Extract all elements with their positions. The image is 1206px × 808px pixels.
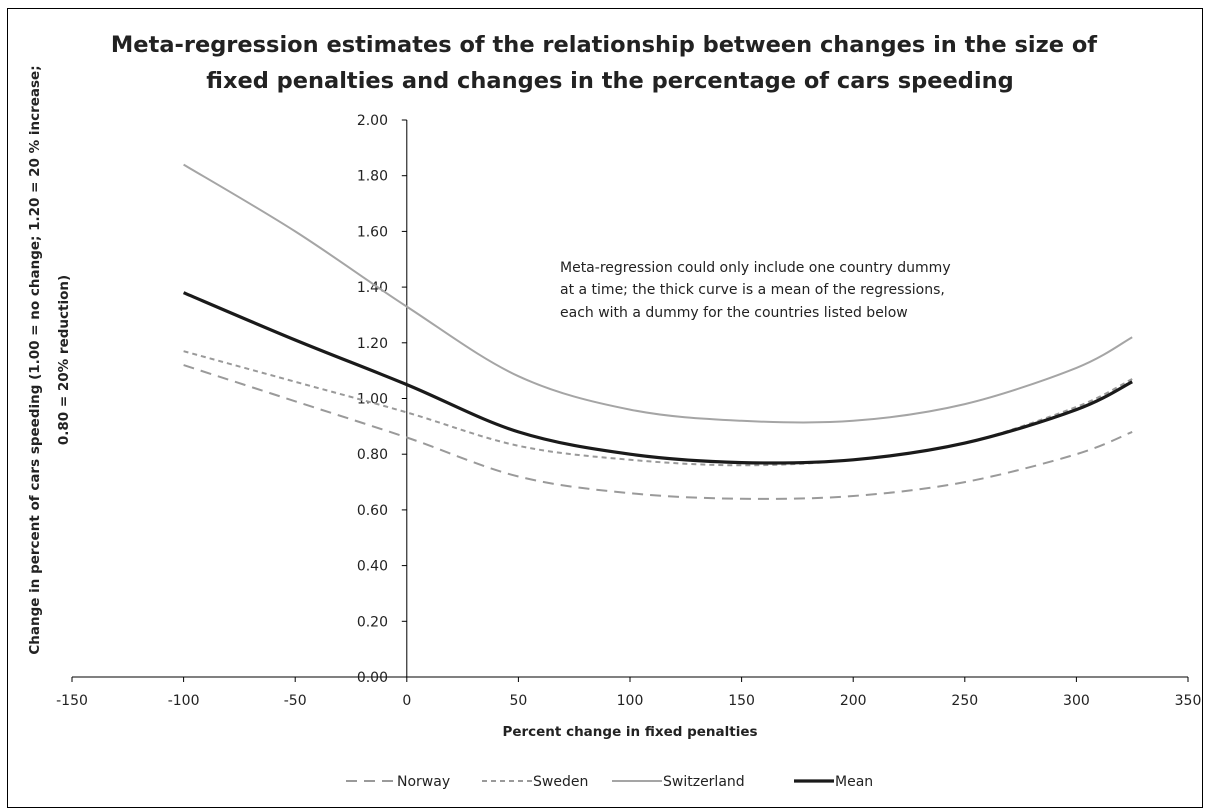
chart-title-line-1: Meta-regression estimates of the relatio… (111, 32, 1097, 58)
annotation-line-2: at a time; the thick curve is a mean of … (560, 282, 945, 298)
x-tick-label: 0 (402, 693, 411, 709)
x-tick-labels: -150 -100 -50 0 50 100 150 200 250 300 350 (56, 677, 1201, 709)
axes (72, 120, 1188, 678)
x-tick-label: 50 (509, 693, 527, 709)
x-tick-label: -150 (56, 693, 88, 709)
y-tick-label: 2.00 (357, 113, 388, 129)
chart-title: Meta-regression estimates of the relatio… (111, 32, 1097, 94)
legend-label: Sweden (533, 774, 588, 790)
y-axis-title: Change in percent of cars speeding (1.00… (27, 65, 72, 654)
chart-title-line-2: fixed penalties and changes in the perce… (206, 68, 1013, 94)
x-tick-label: 300 (1063, 693, 1090, 709)
x-tick-label: -50 (284, 693, 307, 709)
y-tick-label: 0.60 (357, 503, 388, 519)
legend-item-switzerland: Switzerland (612, 774, 745, 790)
annotation-line-1: Meta-regression could only include one c… (560, 260, 951, 276)
x-tick-label: -100 (168, 693, 200, 709)
legend-label: Mean (835, 774, 873, 790)
legend-item-sweden: Sweden (482, 774, 588, 790)
y-axis-title-line-2: 0.80 = 20% reduction) (56, 275, 72, 445)
y-tick-labels: 0.00 0.20 0.40 0.60 0.80 1.00 1.20 1.40 1.60 1.80… (357, 113, 407, 686)
series-line-mean (182, 291, 1133, 465)
y-tick-label: 0.80 (357, 447, 388, 463)
annotation-line-3: each with a dummy for the countries list… (560, 305, 908, 321)
x-tick-label: 200 (840, 693, 867, 709)
y-tick-label: 0.20 (357, 614, 388, 630)
legend-item-norway: Norway (346, 774, 450, 790)
legend-label: Switzerland (663, 774, 745, 790)
y-tick-label: 1.20 (357, 336, 388, 352)
y-tick-label: 0.00 (357, 670, 388, 686)
legend: Norway Sweden Switzerland Mean (346, 774, 873, 790)
y-tick-label: 0.40 (357, 559, 388, 575)
series-line-sweden (183, 350, 1133, 467)
series-lines (182, 163, 1133, 500)
x-axis-title: Percent change in fixed penalties (502, 724, 757, 740)
y-tick-label: 1.80 (357, 169, 388, 185)
x-tick-label: 150 (728, 693, 755, 709)
y-axis-title-line-1: Change in percent of cars speeding (1.00… (27, 65, 43, 654)
annotation-note: Meta-regression could only include one c… (560, 260, 951, 321)
legend-item-mean: Mean (794, 774, 873, 790)
legend-label: Norway (397, 774, 450, 790)
y-tick-label: 1.00 (357, 392, 388, 408)
series-line-norway (183, 364, 1133, 500)
x-tick-label: 350 (1175, 693, 1202, 709)
y-tick-label: 1.60 (357, 224, 388, 240)
y-tick-label: 1.40 (357, 280, 388, 296)
series-line-switzerland (183, 163, 1133, 424)
x-tick-label: 100 (617, 693, 644, 709)
x-tick-label: 250 (951, 693, 978, 709)
